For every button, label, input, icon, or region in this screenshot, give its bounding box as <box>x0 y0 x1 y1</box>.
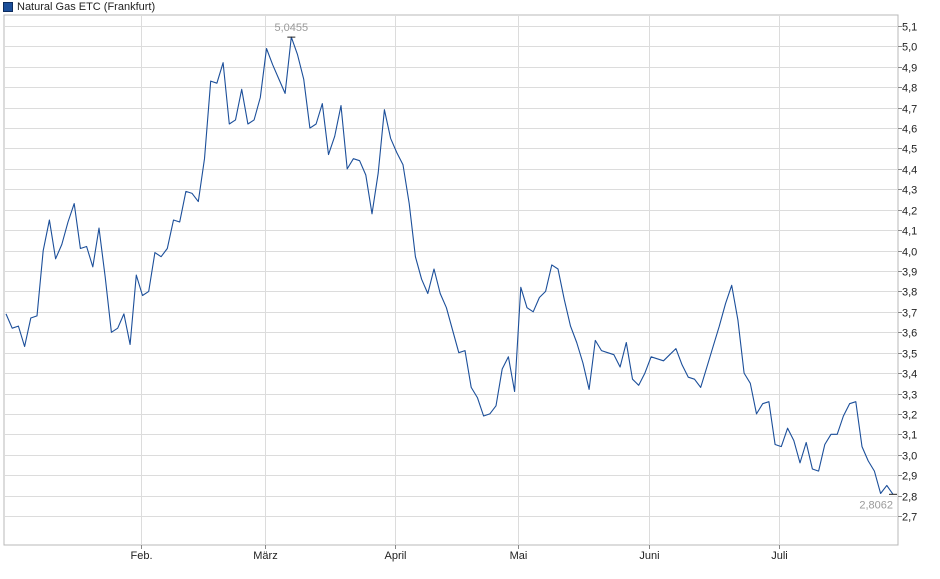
y-tick-label: 4,8 <box>902 83 917 95</box>
y-tick-label: 3,2 <box>902 410 917 422</box>
max-value-label: 5,0455 <box>275 22 309 34</box>
y-tick-label: 3,4 <box>902 369 917 381</box>
x-tick-label: Juni <box>639 550 659 562</box>
series-line <box>5 36 894 495</box>
y-tick-label: 4,3 <box>902 185 917 197</box>
y-tick-label: 3,7 <box>902 308 917 320</box>
y-tick-label: 4,7 <box>902 104 917 116</box>
y-tick-label: 4,1 <box>902 226 917 238</box>
x-tick-label: April <box>384 550 406 562</box>
y-tick-label: 4,6 <box>902 124 917 136</box>
plot-area <box>3 14 899 546</box>
y-tick-label: 3,6 <box>902 328 917 340</box>
y-tick-label: 4,5 <box>902 144 917 156</box>
y-tick-label: 3,1 <box>902 430 917 442</box>
y-axis: 2,7 2,8 2,9 3,0 3,1 3,2 3,3 3,4 3,5 3,6 3,7 3,8 3,9 4… <box>898 22 917 524</box>
x-tick-label: März <box>253 550 277 562</box>
y-tick-label: 3,9 <box>902 267 917 279</box>
x-tick-label: Juli <box>771 550 788 562</box>
y-tick-label: 4,2 <box>902 206 917 218</box>
chart-legend: Natural Gas ETC (Frankfurt) <box>3 0 155 14</box>
x-axis: Feb. März April Mai Juni Juli <box>130 545 788 562</box>
last-value-label: 2,8062 <box>859 499 893 511</box>
y-tick-label: 3,8 <box>902 287 917 299</box>
x-tick-label: Feb. <box>130 550 152 562</box>
y-tick-label: 2,9 <box>902 471 917 483</box>
y-tick-label: 3,5 <box>902 349 917 361</box>
x-tick-label: Mai <box>510 550 528 562</box>
y-tick-label: 3,3 <box>902 390 917 402</box>
y-tick-label: 4,4 <box>902 165 917 177</box>
legend-label: Natural Gas ETC (Frankfurt) <box>17 1 156 13</box>
series-group <box>5 36 894 495</box>
y-tick-label: 4,9 <box>902 63 917 75</box>
legend-swatch <box>3 2 13 12</box>
y-tick-label: 3,0 <box>902 451 917 463</box>
y-tick-label: 2,8 <box>902 492 917 504</box>
y-tick-label: 5,0 <box>902 42 917 54</box>
gridlines <box>4 15 898 545</box>
y-tick-label: 4,0 <box>902 247 917 259</box>
y-tick-label: 5,1 <box>902 22 917 34</box>
y-tick-label: 2,7 <box>902 512 917 524</box>
annotations: 5,0455 2,8062 <box>275 22 897 511</box>
